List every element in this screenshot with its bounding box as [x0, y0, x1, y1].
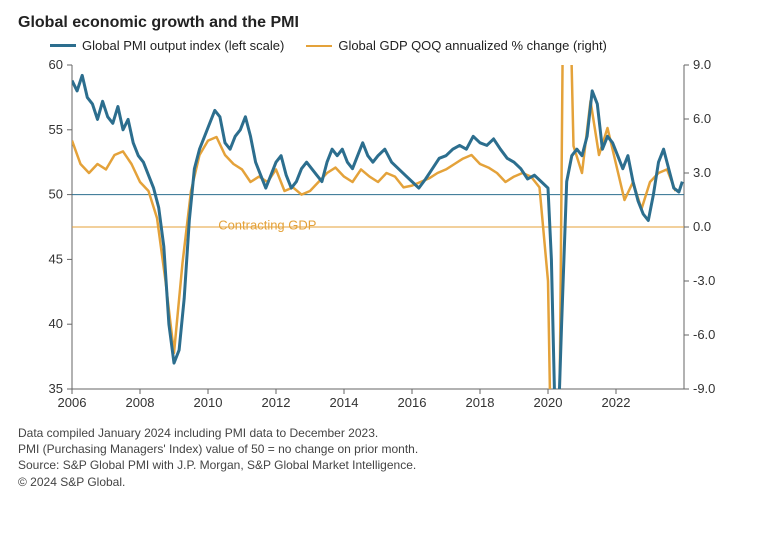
- svg-text:2018: 2018: [466, 395, 495, 410]
- svg-text:50: 50: [49, 187, 63, 202]
- svg-text:Contracting GDP: Contracting GDP: [218, 218, 316, 233]
- chart-svg: 35 40 45 50 55 60 -9.0 -6.0 -3.0 0.0 3.0 6.0 9.0 2006…: [18, 57, 738, 417]
- footer-line: PMI (Purchasing Managers' Index) value o…: [18, 441, 749, 457]
- chart: 35 40 45 50 55 60 -9.0 -6.0 -3.0 0.0 3.0 6.0 9.0 2006…: [18, 57, 738, 417]
- svg-text:-9.0: -9.0: [693, 381, 715, 396]
- legend-label-gdp: Global GDP QOQ annualized % change (righ…: [338, 38, 607, 53]
- svg-text:40: 40: [49, 316, 63, 331]
- svg-text:2022: 2022: [602, 395, 631, 410]
- svg-text:-6.0: -6.0: [693, 327, 715, 342]
- svg-text:2020: 2020: [534, 395, 563, 410]
- svg-text:-3.0: -3.0: [693, 273, 715, 288]
- svg-text:2010: 2010: [194, 395, 223, 410]
- footer-line: © 2024 S&P Global.: [18, 474, 749, 490]
- svg-text:55: 55: [49, 122, 63, 137]
- svg-text:3.0: 3.0: [693, 165, 711, 180]
- svg-text:45: 45: [49, 251, 63, 266]
- svg-text:2012: 2012: [262, 395, 291, 410]
- svg-text:35: 35: [49, 381, 63, 396]
- svg-text:9.0: 9.0: [693, 57, 711, 72]
- svg-text:60: 60: [49, 57, 63, 72]
- footer: Data compiled January 2024 including PMI…: [18, 425, 749, 490]
- legend-swatch-pmi: [50, 44, 76, 47]
- footer-line: Source: S&P Global PMI with J.P. Morgan,…: [18, 457, 749, 473]
- svg-text:2014: 2014: [330, 395, 359, 410]
- legend-item-pmi: Global PMI output index (left scale): [50, 38, 284, 53]
- legend-item-gdp: Global GDP QOQ annualized % change (righ…: [306, 38, 607, 53]
- legend-label-pmi: Global PMI output index (left scale): [82, 38, 284, 53]
- chart-title: Global economic growth and the PMI: [18, 14, 749, 32]
- svg-text:2008: 2008: [126, 395, 155, 410]
- svg-text:0.0: 0.0: [693, 219, 711, 234]
- legend: Global PMI output index (left scale) Glo…: [18, 38, 749, 53]
- svg-text:6.0: 6.0: [693, 111, 711, 126]
- footer-line: Data compiled January 2024 including PMI…: [18, 425, 749, 441]
- svg-text:2016: 2016: [398, 395, 427, 410]
- legend-swatch-gdp: [306, 45, 332, 47]
- svg-text:2006: 2006: [58, 395, 87, 410]
